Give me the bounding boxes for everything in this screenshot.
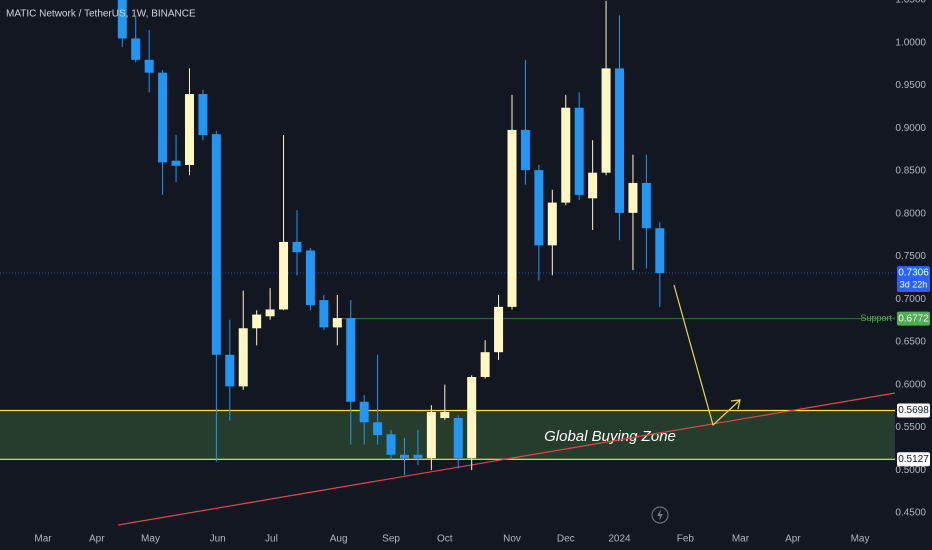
x-tick-label: Feb [677, 534, 695, 545]
candle-body [252, 314, 262, 329]
candle-body [507, 129, 517, 307]
zone-label: Global Buying Zone [544, 428, 676, 445]
x-tick-label: Aug [330, 534, 348, 545]
candle-body [547, 202, 557, 246]
candle-body [211, 134, 221, 355]
y-tick-label: 0.9000 [895, 123, 926, 134]
chart-title: MATIC Network / TetherUS, 1W, BINANCE [6, 9, 196, 20]
x-tick-label: Oct [437, 534, 453, 545]
y-tick-label: 0.8000 [895, 208, 926, 219]
candle-body [399, 454, 409, 459]
y-tick-label: 1.0000 [895, 37, 926, 48]
x-tick-label: Apr [89, 534, 105, 545]
candle-body [292, 241, 302, 253]
zone-high-label-box [897, 403, 930, 418]
event-icon[interactable] [651, 506, 669, 524]
candle-body [305, 250, 315, 306]
candle-body [440, 412, 450, 419]
y-tick-label: 0.5000 [895, 465, 926, 476]
last-price-label: 0.7306 [898, 268, 929, 279]
candles [117, 0, 665, 476]
candle-body [561, 107, 571, 203]
y-tick-label: 0.7000 [895, 294, 926, 305]
candle-body [588, 172, 598, 199]
candle-body [238, 328, 248, 387]
zone-high-label: 0.5698 [898, 405, 929, 416]
candle-body [171, 160, 181, 166]
candle-body [453, 418, 463, 459]
candle-body [494, 306, 504, 353]
y-tick-label: 0.5500 [895, 422, 926, 433]
trend-line [117, 392, 896, 526]
y-tick-label: 0.9500 [895, 80, 926, 91]
projection-arrow [673, 284, 741, 427]
candle-body [413, 454, 423, 459]
y-tick-label: 0.6500 [895, 337, 926, 348]
candle-body [359, 401, 369, 423]
y-tick-label: 1.0500 [895, 0, 926, 6]
candle-body [346, 318, 356, 402]
x-tick-label: Nov [503, 534, 521, 545]
x-tick-label: Jul [265, 534, 278, 545]
candle-body [279, 241, 289, 310]
x-tick-label: Apr [785, 534, 801, 545]
x-tick-label: Mar [732, 534, 750, 545]
candle-body [184, 94, 194, 165]
y-tick-label: 0.6000 [895, 379, 926, 390]
candle-body [574, 107, 584, 195]
candle-body [386, 434, 396, 455]
y-tick-label: 0.7500 [895, 251, 926, 262]
event-icon-bolt [657, 509, 663, 521]
candle-body [373, 422, 383, 436]
labels: 0.4500 0.5000 0.5500 0.6000 0.6500 0.7000 0.75… [34, 0, 930, 545]
candle-body [332, 318, 342, 328]
candle-body [641, 182, 651, 229]
candle-body [144, 59, 154, 73]
support-price-label-box [897, 311, 930, 326]
candle-body [225, 354, 235, 387]
countdown-label: 3d 22h [900, 279, 928, 289]
candle-body [198, 94, 208, 136]
candle-body [426, 412, 436, 459]
x-tick-label: May [851, 534, 870, 545]
x-tick-label: Sep [382, 534, 400, 545]
arrow-head [730, 399, 741, 410]
candle-body [601, 68, 611, 173]
x-tick-label: Dec [557, 534, 575, 545]
candle-body [480, 352, 490, 377]
candle-body [117, 0, 127, 39]
x-tick-label: May [141, 534, 160, 545]
last-price-label-box [897, 266, 930, 293]
y-tick-label: 0.4500 [895, 508, 926, 519]
candle-body [628, 182, 638, 213]
candle-body [467, 376, 477, 459]
candle-body [520, 129, 530, 171]
support-price-label: 0.6772 [898, 313, 929, 324]
candle-body [158, 72, 168, 163]
zone-low-label: 0.5127 [898, 454, 929, 465]
y-tick-label: 0.8500 [895, 166, 926, 177]
x-tick-label: Mar [34, 534, 52, 545]
candle-body [131, 38, 141, 60]
candle-body [265, 309, 275, 317]
x-tick-label: 2024 [608, 534, 631, 545]
candle-body [615, 68, 625, 213]
candle-body [319, 300, 329, 328]
support-label: Support [860, 313, 892, 323]
candle-body [534, 170, 544, 246]
zone-low-label-box [897, 452, 930, 467]
candle-body [655, 228, 665, 274]
x-tick-label: Jun [210, 534, 226, 545]
